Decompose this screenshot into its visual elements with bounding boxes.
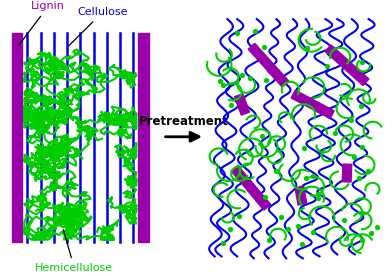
Polygon shape (342, 164, 352, 182)
Polygon shape (248, 43, 289, 87)
Polygon shape (234, 94, 250, 115)
Bar (138, 33, 149, 242)
Bar (12, 33, 22, 242)
Polygon shape (291, 90, 334, 119)
Text: Lignin: Lignin (19, 1, 65, 45)
Text: Hemicellulose: Hemicellulose (35, 230, 113, 273)
Polygon shape (295, 186, 307, 205)
Polygon shape (231, 165, 270, 210)
Text: Pretreatment: Pretreatment (139, 115, 229, 128)
Text: Cellulose: Cellulose (69, 7, 128, 46)
Polygon shape (325, 45, 369, 86)
